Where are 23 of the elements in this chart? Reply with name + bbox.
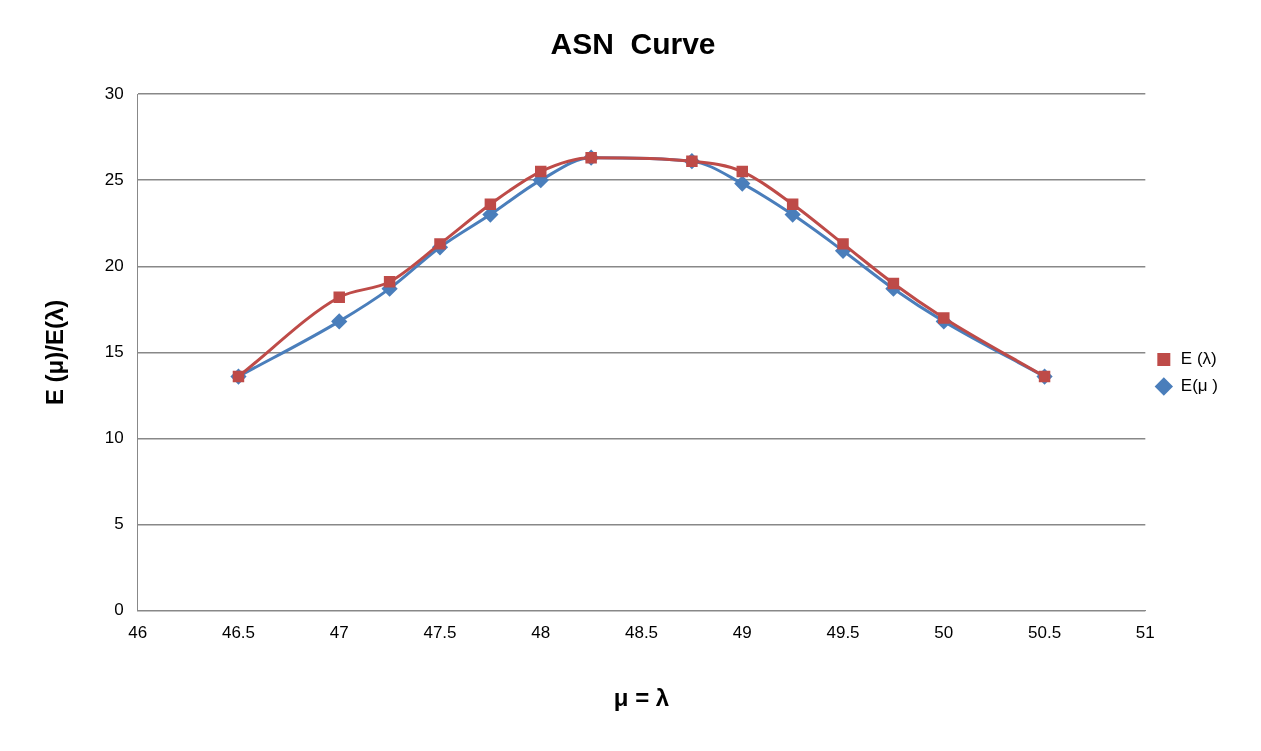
y-tick-label: 0 (114, 600, 124, 620)
x-tick-label: 48.5 (624, 622, 659, 642)
y-tick-label: 5 (114, 514, 124, 534)
y-tick-label: 10 (104, 428, 124, 448)
x-tick-label: 47 (329, 622, 349, 642)
y-tick-label: 20 (104, 255, 124, 275)
y-tick-label: 30 (104, 83, 124, 103)
x-tick-label: 51 (1135, 622, 1155, 642)
x-tick-label: 50.5 (1028, 622, 1062, 642)
legend-label: E (λ) (1180, 349, 1217, 369)
x-tick-label: 48 (531, 622, 551, 642)
x-tick-label: 50 (934, 622, 954, 642)
y-axis-title: E (μ)/E(λ) (41, 299, 69, 406)
chart-title: ASN Curve (550, 27, 716, 61)
x-tick-label: 49 (732, 622, 752, 642)
x-tick-label: 46.5 (221, 622, 256, 642)
x-tick-label: 49.5 (826, 622, 860, 642)
x-tick-label: 46 (128, 622, 148, 642)
y-tick-label: 25 (104, 169, 124, 189)
x-axis-title: μ = λ (613, 684, 670, 712)
y-tick-label: 15 (104, 342, 124, 362)
legend-label: E(μ ) (1180, 376, 1219, 396)
x-tick-label: 47.5 (423, 622, 457, 642)
